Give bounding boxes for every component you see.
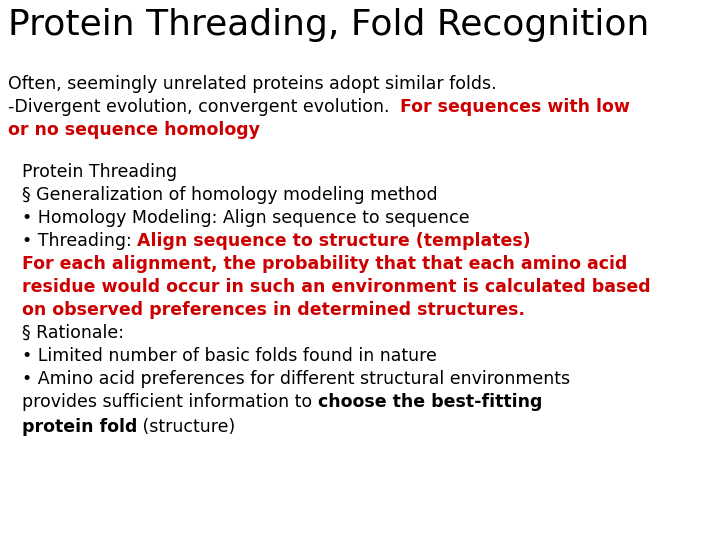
- Text: § Generalization of homology modeling method: § Generalization of homology modeling me…: [22, 186, 438, 204]
- Text: For each alignment, the probability that that each amino acid: For each alignment, the probability that…: [22, 255, 627, 273]
- Text: § Rationale:: § Rationale:: [22, 324, 124, 342]
- Text: • Amino acid preferences for different structural environments: • Amino acid preferences for different s…: [22, 370, 570, 388]
- Text: residue would occur in such an environment is calculated based: residue would occur in such an environme…: [22, 278, 651, 296]
- Text: -Divergent evolution, convergent evolution.: -Divergent evolution, convergent evoluti…: [8, 98, 400, 116]
- Text: • Limited number of basic folds found in nature: • Limited number of basic folds found in…: [22, 347, 437, 365]
- Text: (structure): (structure): [138, 418, 235, 436]
- Text: Align sequence to structure (templates): Align sequence to structure (templates): [138, 232, 531, 250]
- Text: on observed preferences in determined structures.: on observed preferences in determined st…: [22, 301, 525, 319]
- Text: • Homology Modeling: Align sequence to sequence: • Homology Modeling: Align sequence to s…: [22, 209, 469, 227]
- Text: Protein Threading, Fold Recognition: Protein Threading, Fold Recognition: [8, 8, 649, 42]
- Text: protein fold: protein fold: [22, 418, 138, 436]
- Text: choose the best-fitting: choose the best-fitting: [318, 393, 542, 411]
- Text: • Threading:: • Threading:: [22, 232, 138, 250]
- Text: provides sufficient information to: provides sufficient information to: [22, 393, 318, 411]
- Text: For sequences with low: For sequences with low: [400, 98, 631, 116]
- Text: Often, seemingly unrelated proteins adopt similar folds.: Often, seemingly unrelated proteins adop…: [8, 75, 497, 93]
- Text: or no sequence homology: or no sequence homology: [8, 121, 260, 139]
- Text: Protein Threading: Protein Threading: [22, 163, 177, 181]
